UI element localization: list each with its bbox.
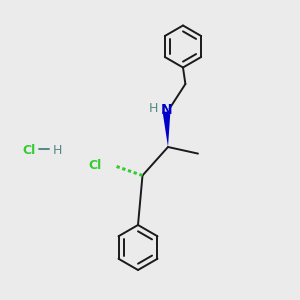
Text: Cl: Cl	[89, 159, 102, 172]
Text: N: N	[161, 103, 172, 117]
Text: H: H	[52, 143, 62, 157]
Polygon shape	[163, 111, 170, 147]
Text: Cl: Cl	[22, 143, 36, 157]
Text: H: H	[148, 102, 158, 115]
